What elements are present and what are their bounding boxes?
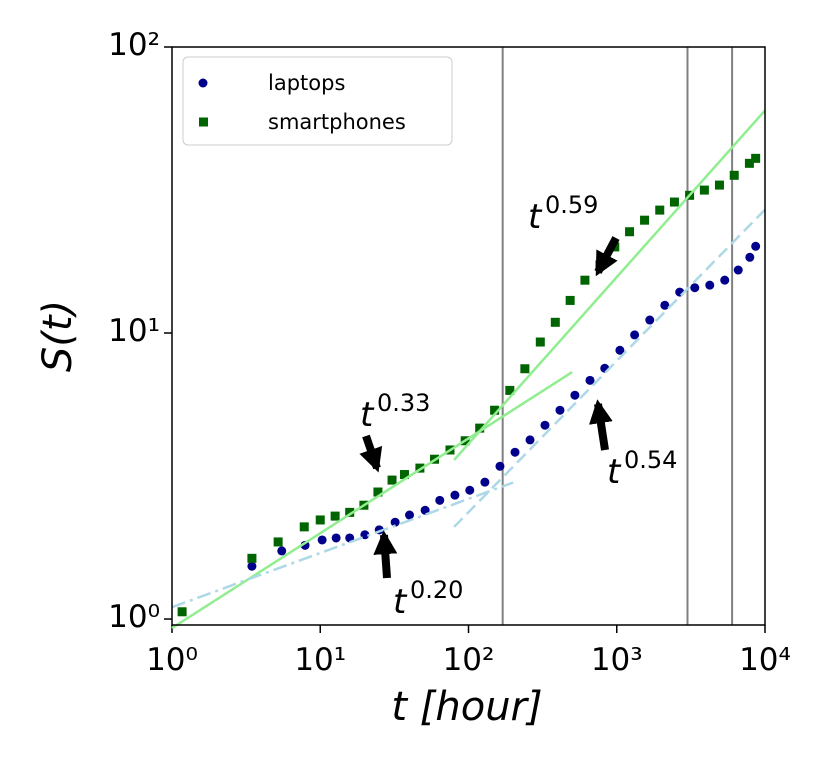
x-tick-label: 10³ <box>591 642 643 678</box>
point <box>475 423 485 433</box>
point <box>317 535 327 545</box>
annotation-base: t <box>393 582 408 622</box>
arrow <box>359 434 383 473</box>
point <box>640 215 650 225</box>
point <box>645 315 655 325</box>
plot-area: 10⁰ 10¹ 10² 10³ 10⁴ 10⁰ 10¹ 10² <box>108 27 791 678</box>
axes-frame <box>171 46 766 626</box>
annotation-exponent: 0.20 <box>410 576 463 604</box>
fit-line <box>171 371 573 630</box>
point <box>490 405 500 415</box>
annotation-base: t <box>528 197 543 237</box>
point <box>525 435 535 445</box>
point <box>435 495 445 505</box>
legend: laptops smartphones <box>182 56 453 146</box>
point <box>535 337 545 347</box>
arrows <box>359 236 620 579</box>
fit-line <box>453 208 766 528</box>
point <box>585 375 595 385</box>
point <box>277 546 287 556</box>
legend-marker <box>198 78 208 88</box>
point <box>299 522 309 532</box>
x-tick-label: 10⁰ <box>146 642 198 678</box>
arrow <box>594 236 620 277</box>
point <box>360 530 370 540</box>
point <box>399 470 409 480</box>
x-tick-label: 10¹ <box>294 642 346 678</box>
point <box>465 485 475 495</box>
point <box>744 158 754 168</box>
annotation: t 0.54 <box>607 446 677 492</box>
point <box>315 515 325 525</box>
point <box>331 533 341 543</box>
point <box>387 475 397 485</box>
point <box>570 390 580 400</box>
arrow <box>373 530 398 579</box>
point <box>669 197 679 207</box>
point <box>699 185 709 195</box>
point <box>510 447 520 457</box>
point <box>615 345 625 355</box>
legend-label: smartphones <box>268 110 406 134</box>
x-tick-label: 10⁴ <box>739 642 791 678</box>
point <box>550 317 560 327</box>
fit-line <box>171 481 514 609</box>
point <box>345 507 355 517</box>
point <box>745 252 755 262</box>
point <box>330 511 340 521</box>
legend-marker <box>199 117 208 127</box>
point <box>565 295 575 305</box>
point <box>520 364 530 374</box>
x-axis-label: t [hour] <box>391 684 542 730</box>
point <box>495 461 505 471</box>
point <box>630 330 640 340</box>
annotation: t 0.20 <box>393 576 463 622</box>
point <box>729 170 739 180</box>
point <box>720 275 730 285</box>
annotation: t 0.59 <box>528 191 598 237</box>
annotation-exponent: 0.33 <box>377 389 430 417</box>
point <box>405 510 415 520</box>
y-tick-label: 10⁰ <box>108 599 160 635</box>
point <box>480 477 490 487</box>
x-tick-label: 10² <box>443 642 495 678</box>
point <box>555 405 565 415</box>
point <box>733 265 743 275</box>
annotation: t 0.33 <box>360 389 430 435</box>
y-tick-label: 10² <box>108 27 160 63</box>
annotation-base: t <box>360 395 375 435</box>
annotation-exponent: 0.59 <box>545 191 598 219</box>
annotation-base: t <box>607 452 622 492</box>
fit-line <box>453 109 766 461</box>
annotation-exponent: 0.54 <box>624 446 677 474</box>
point <box>247 561 257 571</box>
point <box>373 487 383 497</box>
point <box>751 153 761 163</box>
point <box>660 300 670 310</box>
point <box>273 537 283 547</box>
point <box>390 517 400 527</box>
legend-label: laptops <box>268 71 345 95</box>
point <box>655 205 665 215</box>
point <box>714 180 724 190</box>
point <box>625 227 635 237</box>
point <box>690 283 700 293</box>
point <box>450 490 460 500</box>
legend-box <box>182 56 453 146</box>
point <box>580 275 590 285</box>
point <box>505 385 515 395</box>
point <box>540 420 550 430</box>
y-tick-label: 10¹ <box>108 313 160 349</box>
point <box>751 241 761 251</box>
arrow <box>589 399 613 451</box>
y-axis-label: S(t) <box>35 300 81 372</box>
point <box>420 505 430 515</box>
point <box>705 280 715 290</box>
point <box>177 607 187 617</box>
point <box>247 553 257 563</box>
